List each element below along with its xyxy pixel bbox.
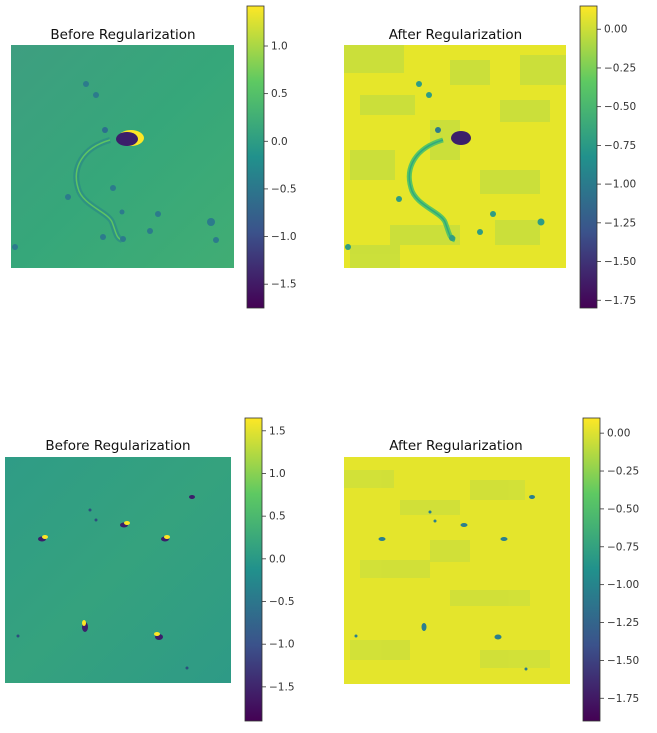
chart-canvas: 0.00 −0.25 −0.50 −0.75 −1.00 −1.25 −1.50 −1.75 bbox=[344, 5, 636, 309]
chart-title: After Regularization bbox=[389, 438, 523, 454]
colorbar-ticks: 1.5 1.0 0.5 0.0 −0.5 −1.0 −1.5 bbox=[262, 425, 295, 693]
colorbar-tick-label: −1.75 bbox=[607, 693, 639, 705]
chart-before-regularization-top: Before Regularization bbox=[0, 0, 330, 330]
colorbar-tick-label: 0.0 bbox=[269, 553, 286, 565]
chart-title: Before Regularization bbox=[45, 438, 191, 454]
colorbar-tick-label: 0.00 bbox=[607, 428, 630, 440]
colorbar-tick-label: 0.0 bbox=[271, 136, 288, 148]
colorbar-tick-label: −1.5 bbox=[271, 279, 297, 291]
noise-spots bbox=[345, 81, 545, 250]
colorbar bbox=[244, 417, 263, 722]
colorbar-tick-label: −1.25 bbox=[604, 217, 636, 229]
colorbar-tick-label: 1.0 bbox=[271, 41, 288, 53]
colorbar-tick-label: −1.25 bbox=[607, 617, 639, 629]
chart-canvas: 1.5 1.0 0.5 0.0 −0.5 −1.0 −1.5 bbox=[5, 417, 295, 722]
colorbar-tick-label: 0.5 bbox=[271, 88, 288, 100]
colorbar-tick-label: −1.5 bbox=[269, 681, 295, 693]
colorbar-ticks: 0.00 −0.25 −0.50 −0.75 −1.00 −1.25 −1.50 −1.75 bbox=[600, 428, 639, 705]
colorbar-ticks: 1.0 0.5 0.0 −0.5 −1.0 −1.5 bbox=[264, 41, 297, 291]
chart-before-regularization-bottom: Before Regularization 1.5 bbox=[0, 400, 330, 733]
colorbar bbox=[582, 417, 601, 722]
heatmap-image bbox=[5, 457, 231, 683]
colorbar-tick-label: −0.5 bbox=[271, 183, 297, 195]
heatmap-image bbox=[11, 45, 234, 268]
colorbar-tick-label: −1.75 bbox=[604, 295, 636, 307]
sperm-feature bbox=[73, 127, 144, 243]
colorbar bbox=[579, 5, 598, 309]
chart-canvas: 0.00 −0.25 −0.50 −0.75 −1.00 −1.25 −1.50 −1.75 bbox=[344, 417, 639, 722]
colorbar-tick-label: −0.50 bbox=[604, 101, 636, 113]
colorbar-tick-label: −0.25 bbox=[607, 466, 639, 478]
cell-features bbox=[16, 495, 195, 670]
colorbar-ticks: 0.00 −0.25 −0.50 −0.75 −1.00 −1.25 −1.50 −1.75 bbox=[597, 24, 636, 307]
colorbar-tick-label: −0.75 bbox=[604, 140, 636, 152]
colorbar-tick-label: −0.50 bbox=[607, 503, 639, 515]
colorbar-tick-label: −0.75 bbox=[607, 541, 639, 553]
colorbar-tick-label: 1.5 bbox=[269, 425, 286, 437]
colorbar-tick-label: 0.5 bbox=[269, 511, 286, 523]
chart-title: Before Regularization bbox=[50, 27, 196, 43]
colorbar-tick-label: −1.00 bbox=[607, 579, 639, 591]
texture-patches bbox=[344, 45, 566, 268]
sperm-feature bbox=[406, 127, 471, 243]
chart-canvas: 1.0 0.5 0.0 −0.5 −1.0 −1.5 bbox=[11, 5, 297, 309]
chart-after-regularization-top: After Regularization bbox=[330, 0, 657, 330]
chart-after-regularization-bottom: After Regularization 0.00 −0.25 −0.50 −0.75… bbox=[330, 400, 657, 733]
chart-title: After Regularization bbox=[388, 27, 523, 43]
colorbar-tick-label: 1.0 bbox=[269, 468, 286, 480]
colorbar-tick-label: −1.0 bbox=[271, 231, 297, 243]
texture-patches bbox=[344, 470, 550, 668]
colorbar-tick-label: −1.0 bbox=[269, 639, 295, 651]
colorbar-tick-label: −1.00 bbox=[604, 179, 636, 191]
colorbar-tick-label: −1.50 bbox=[604, 256, 636, 268]
noise-spots bbox=[12, 81, 219, 250]
colorbar-tick-label: 0.00 bbox=[604, 24, 627, 36]
colorbar-tick-label: −0.5 bbox=[269, 596, 295, 608]
colorbar-tick-label: −0.25 bbox=[604, 62, 636, 74]
cell-features bbox=[354, 495, 535, 671]
colorbar bbox=[246, 5, 265, 309]
colorbar-tick-label: −1.50 bbox=[607, 655, 639, 667]
